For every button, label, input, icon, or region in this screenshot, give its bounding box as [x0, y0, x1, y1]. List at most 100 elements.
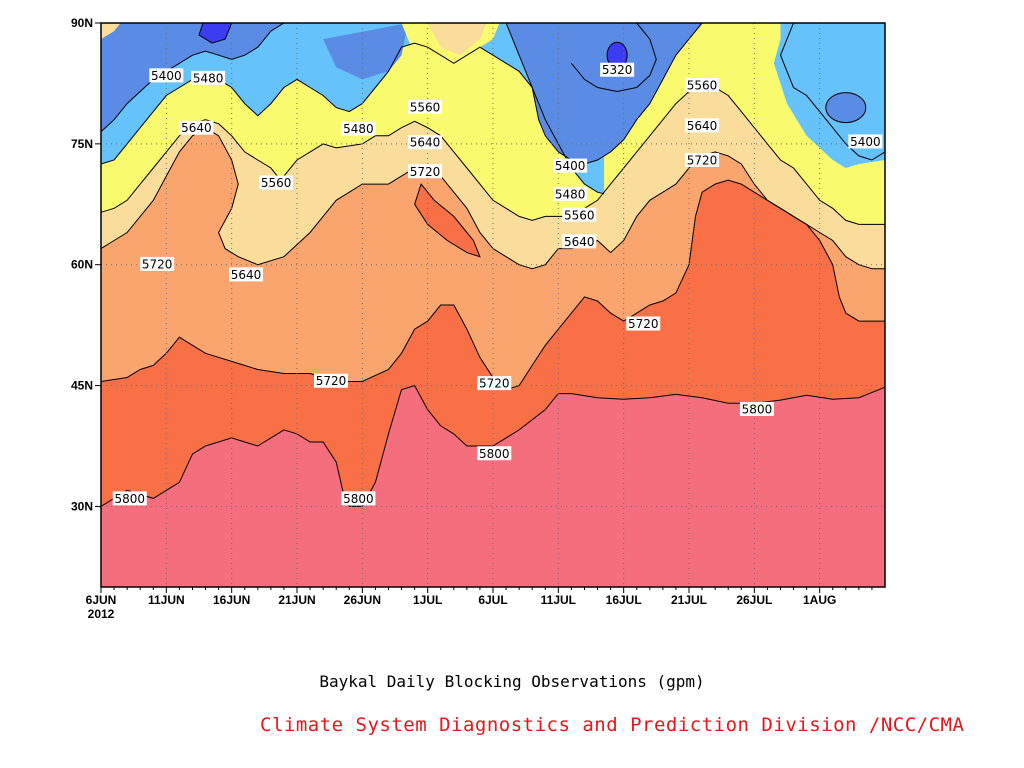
- contour-label-text: 5720: [316, 374, 347, 388]
- contour-label: 5720: [140, 256, 175, 271]
- contour-label: 5720: [626, 316, 661, 331]
- fill-cell-5560-corner: [101, 23, 121, 40]
- contour-label: 5560: [562, 207, 597, 222]
- contour-label: 5400: [149, 68, 184, 83]
- contour-label-box: [408, 135, 443, 150]
- contour-label: 5400: [848, 134, 883, 149]
- contour-fills: [101, 22, 885, 587]
- contour-label-text: 5400: [555, 159, 586, 173]
- contour-labels: 5400 5480 5320 5560 5640 5480 5560 5640 5720 5400…: [112, 62, 883, 506]
- fill-band-5320-5400-west: [101, 23, 284, 132]
- contour-label-box: [229, 267, 264, 282]
- contour-label-box: [685, 118, 720, 133]
- contour-label-box: [341, 491, 376, 506]
- contour-label-text: 5640: [231, 268, 262, 282]
- contour-label-box: [341, 121, 376, 136]
- contour-label: 5560: [259, 175, 294, 190]
- contour-label-box: [600, 62, 635, 77]
- x-tick-label: 11JUN: [148, 593, 185, 607]
- x-tick-label: 6JUL: [478, 593, 507, 607]
- contour-label-text: 5400: [850, 135, 881, 149]
- contour-label: 5640: [562, 234, 597, 249]
- x-tick-label: 26JUL: [736, 593, 772, 607]
- contour-label: 5720: [313, 373, 348, 388]
- contour-label-box: [140, 256, 175, 271]
- contour-label: 5720: [477, 376, 512, 391]
- contour-line-5320: [571, 22, 657, 93]
- contour-label: 5560: [685, 78, 720, 93]
- contour-label-text: 5560: [687, 79, 718, 93]
- contour-label-text: 5800: [479, 447, 510, 461]
- contour-label-box: [191, 70, 226, 85]
- contour-label: 5560: [408, 99, 443, 114]
- contour-label-box: [179, 120, 214, 135]
- contour-label-text: 5640: [410, 136, 441, 150]
- y-tick-label: 90N: [71, 16, 93, 30]
- contour-label-text: 5400: [151, 69, 182, 83]
- y-tick-label: 30N: [71, 499, 93, 513]
- x-tick-label: 16JUN: [213, 593, 250, 607]
- contour-line-5560: [100, 84, 885, 225]
- contour-label-text: 5480: [193, 71, 224, 85]
- fill-cell-5560-top: [427, 23, 487, 56]
- x-tick-label: 1AUG: [803, 593, 836, 607]
- contour-line-5400: [779, 22, 886, 161]
- x-tick-label: 21JUN: [278, 593, 315, 607]
- fill-band-5320-5400-cell: [323, 23, 409, 80]
- contour-label: 5720: [685, 152, 720, 167]
- contour-label: 5800: [739, 401, 774, 416]
- contour-label-box: [313, 373, 348, 388]
- contour-label-box: [626, 316, 661, 331]
- contour-label-box: [112, 491, 147, 506]
- contour-label-box: [739, 401, 774, 416]
- contour-label: 5480: [341, 121, 376, 136]
- fill-band-5320-5400-east: [825, 92, 867, 124]
- contour-label-box: [848, 134, 883, 149]
- fill-band-5400-5480-west: [101, 23, 605, 194]
- contour-label: 5800: [477, 446, 512, 461]
- fill-cell-5720-1jul: [414, 183, 481, 258]
- contour-label-text: 5320: [602, 63, 633, 77]
- contour-label-text: 5640: [687, 119, 718, 133]
- contour-line-5400: [100, 22, 285, 133]
- y-tick-label: 45N: [71, 379, 93, 393]
- contour-label-text: 5800: [343, 492, 374, 506]
- contour-label-box: [553, 186, 588, 201]
- contour-label: 5640: [685, 118, 720, 133]
- contour-label-box: [685, 78, 720, 93]
- x-tick-label: 21JUL: [671, 593, 707, 607]
- fill-band-gt5800: [101, 385, 885, 587]
- contour-label-text: 5480: [343, 122, 374, 136]
- contour-line-5480: [100, 42, 605, 195]
- x-axis: 6JUN 11JUN 16JUN 21JUN 26JUN 1JUL 6JUL 11JUL 16J…: [86, 587, 873, 621]
- contour-label-text: 5800: [742, 402, 773, 416]
- chart-title: Baykal Daily Blocking Observations (gpm): [319, 672, 705, 691]
- contour-label: 5320: [600, 62, 635, 77]
- contour-label-box: [553, 158, 588, 173]
- contour-line-5640: [100, 127, 885, 270]
- contour-line-5800: [100, 385, 886, 507]
- contour-label-text: 5640: [564, 235, 595, 249]
- contour-lines: [100, 22, 886, 507]
- y-tick-label: 75N: [71, 137, 93, 151]
- contour-label-text: 5720: [628, 317, 659, 331]
- contour-label-box: [408, 164, 443, 179]
- contour-label: 5640: [408, 135, 443, 150]
- contour-label: 5480: [191, 70, 226, 85]
- contour-label: 5800: [112, 491, 147, 506]
- contour-label-text: 5800: [114, 492, 145, 506]
- contour-label-box: [562, 234, 597, 249]
- contour-label-text: 5720: [410, 165, 441, 179]
- x-tick-label: 6JUN: [86, 593, 117, 607]
- contour-label: 5480: [553, 186, 588, 201]
- contour-label-box: [685, 152, 720, 167]
- contour-label: 5640: [229, 267, 264, 282]
- contour-label: 5800: [341, 491, 376, 506]
- contour-label-box: [408, 99, 443, 114]
- x-tick-label: 11JUL: [541, 593, 576, 607]
- contour-label-box: [477, 446, 512, 461]
- contour-label-box: [259, 175, 294, 190]
- contour-label-text: 5720: [142, 257, 173, 271]
- contour-label: 5720: [408, 164, 443, 179]
